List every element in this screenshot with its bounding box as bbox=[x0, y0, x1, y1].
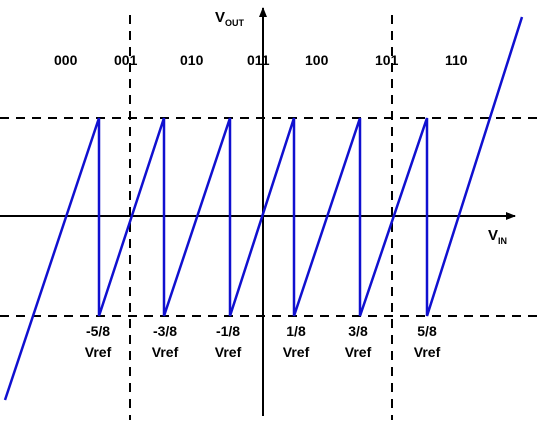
svg-text:-5/8: -5/8 bbox=[86, 323, 110, 339]
svg-text:Vref: Vref bbox=[85, 344, 112, 360]
svg-text:3/8: 3/8 bbox=[348, 323, 368, 339]
svg-text:-1/8: -1/8 bbox=[216, 323, 240, 339]
svg-text:-3/8: -3/8 bbox=[153, 323, 177, 339]
svg-text:Vref: Vref bbox=[283, 344, 310, 360]
tick-label-neg-1-8: -1/8 Vref bbox=[215, 323, 242, 360]
code-label-110: 110 bbox=[445, 52, 468, 68]
code-label-011: 011 bbox=[247, 52, 270, 68]
code-label-001: 001 bbox=[114, 52, 138, 68]
folding-waveform bbox=[3, 16, 524, 401]
svg-text:Vref: Vref bbox=[152, 344, 179, 360]
tick-label-neg-5-8: -5/8 Vref bbox=[85, 323, 112, 360]
tick-label-pos-1-8: 1/8 Vref bbox=[283, 323, 310, 360]
code-label-101: 101 bbox=[375, 52, 399, 68]
svg-text:Vref: Vref bbox=[414, 344, 441, 360]
svg-text:Vref: Vref bbox=[215, 344, 242, 360]
svg-text:Vref: Vref bbox=[345, 344, 372, 360]
code-label-010: 010 bbox=[180, 52, 204, 68]
svg-text:5/8: 5/8 bbox=[417, 323, 437, 339]
code-label-100: 100 bbox=[305, 52, 329, 68]
x-axis-label: VIN bbox=[488, 227, 507, 246]
tick-label-pos-3-8: 3/8 Vref bbox=[345, 323, 372, 360]
svg-text:1/8: 1/8 bbox=[286, 323, 306, 339]
y-axis-label: VOUT bbox=[215, 9, 245, 28]
tick-label-pos-5-8: 5/8 Vref bbox=[414, 323, 441, 360]
tick-label-neg-3-8: -3/8 Vref bbox=[152, 323, 179, 360]
code-label-000: 000 bbox=[54, 52, 78, 68]
